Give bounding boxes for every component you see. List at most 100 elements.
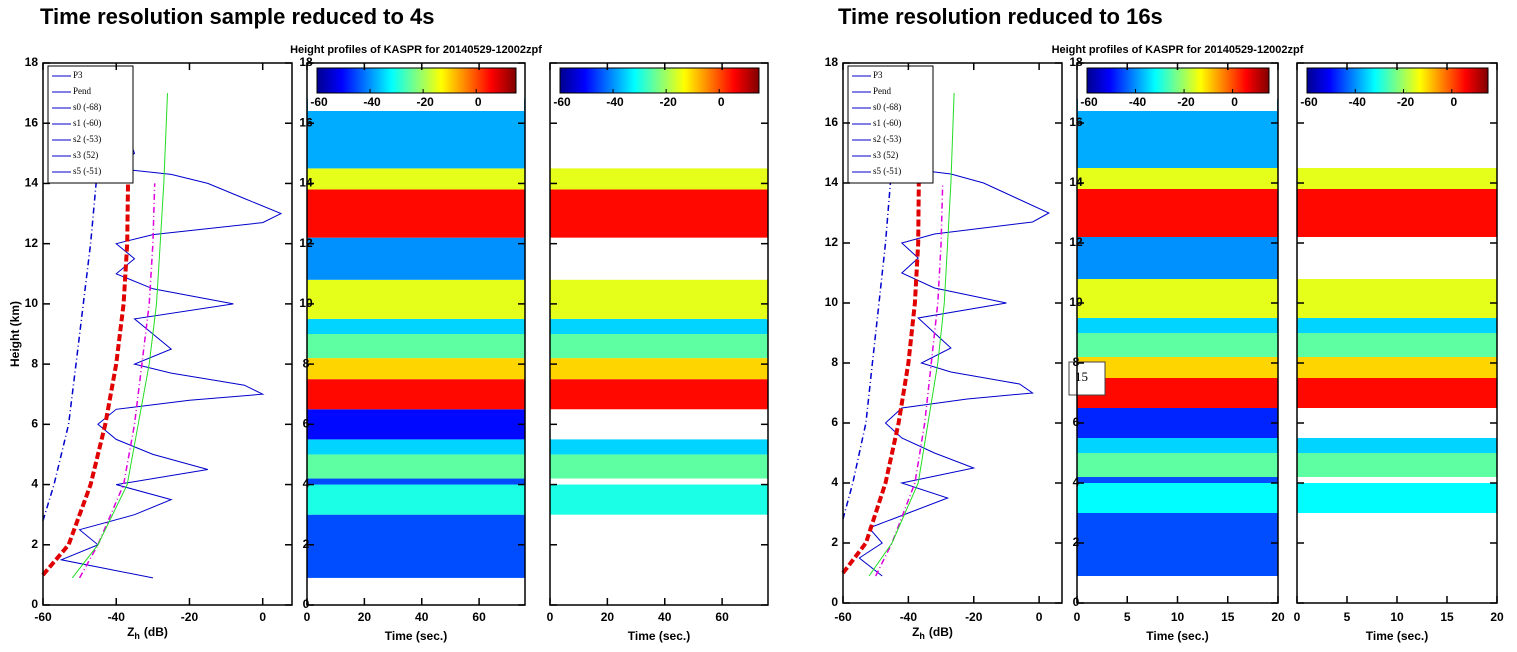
panel-heading: Time resolution sample reduced to 4s (40, 4, 435, 29)
chart-title: Height profiles of KASPR for 20140529-12… (1052, 44, 1304, 56)
y-tick-label: 14 (1069, 175, 1083, 189)
colorbar (1306, 67, 1489, 94)
y-tick-label: 14 (25, 176, 39, 190)
x-tick-label: -20 (181, 610, 199, 624)
y-tick-label: 14 (299, 176, 313, 190)
y-tick-label: 16 (25, 115, 39, 129)
y-tick-label: 16 (1069, 115, 1083, 129)
y-tick-label: 8 (31, 356, 38, 370)
heatmap-band (550, 189, 768, 238)
x-tick-label: 0 (1036, 610, 1043, 624)
y-tick-label: 12 (825, 235, 839, 249)
heatmap-band (307, 454, 525, 479)
x-tick-label: -20 (965, 610, 983, 624)
profile-line (841, 182, 921, 575)
heatmap-band (1077, 483, 1278, 513)
heatmap-band (1077, 333, 1278, 357)
colorbar-label-bg (551, 94, 767, 111)
x-axis-label: Time (sec.) (628, 629, 690, 643)
heatmap-band (1297, 279, 1497, 318)
x-tick-label: 10 (1171, 610, 1185, 624)
colorbar (316, 67, 517, 94)
heatmap-band (1297, 438, 1497, 453)
colorbar-tick-label: -40 (1349, 95, 1367, 109)
x-tick-label: 20 (1490, 610, 1504, 624)
legend: P3 Pend s0 (-68) s1 (-60) s2 (-53) s3 (52) s5 … (47, 65, 134, 184)
heatmap-band (307, 237, 525, 280)
x-tick-label: 15 (1221, 610, 1235, 624)
heatmap-band (550, 484, 768, 515)
x-tick-label: -60 (834, 610, 852, 624)
y-tick-label: 2 (31, 537, 38, 551)
heatmap-band (1297, 357, 1497, 378)
heatmap-band (307, 168, 525, 190)
colorbar-tick-label: 0 (1231, 95, 1238, 109)
x-axis-label-unit: (dB) (929, 625, 953, 639)
x-axis-label-sub: h (134, 631, 140, 641)
y-tick-label: 6 (1073, 415, 1080, 429)
legend-label: s2 (-53) (873, 134, 901, 144)
plot-frame (306, 62, 526, 606)
y-tick-label: 12 (299, 236, 313, 250)
heatmap-band (307, 318, 525, 334)
legend: P3 Pend s0 (-68) s1 (-60) s2 (-53) s3 (52) s5 … (847, 65, 934, 184)
annotation: 15 (1075, 369, 1088, 384)
profile-line (868, 92, 955, 577)
heatmap-band (1297, 333, 1497, 357)
heatmap-band (1077, 378, 1278, 408)
heatmap-band (1077, 237, 1278, 279)
x-tick-label: -40 (108, 610, 126, 624)
y-tick-label: 0 (303, 597, 310, 611)
y-tick-label: 10 (299, 296, 313, 310)
heatmap-band (307, 189, 525, 238)
x-tick-label: 20 (1271, 610, 1285, 624)
colorbar (559, 67, 760, 94)
colorbar-label-bg (1078, 94, 1277, 111)
heatmap-band (1077, 168, 1278, 189)
colorbar-tick-label: -20 (659, 95, 677, 109)
chart-title: Height profiles of KASPR for 20140529-12… (290, 44, 542, 56)
y-tick-label: 4 (1073, 475, 1080, 489)
x-tick-label: 40 (415, 610, 429, 624)
plot-frame (42, 62, 293, 606)
y-tick-label: 10 (1069, 295, 1083, 309)
y-tick-label: 2 (1073, 535, 1080, 549)
colorbar-tick-label: -60 (310, 95, 328, 109)
legend-box (47, 65, 134, 184)
x-axis-label: Time (sec.) (1366, 629, 1428, 643)
legend-label: s3 (52) (873, 150, 898, 160)
colorbar-tick-label: -60 (1080, 95, 1098, 109)
profile-line (875, 182, 944, 577)
colorbar-tick-label: -60 (1300, 95, 1318, 109)
y-tick-label: 18 (1069, 55, 1083, 69)
profile-line (71, 93, 168, 579)
y-tick-label: 18 (25, 55, 39, 69)
colorbar-tick-label: -40 (363, 95, 381, 109)
heatmap-band (307, 484, 525, 515)
legend-label: Pend (73, 86, 92, 96)
x-tick-label: 20 (358, 610, 372, 624)
x-axis-label-main: Z (127, 625, 134, 639)
heatmap-band (550, 279, 768, 319)
y-tick-label: 8 (831, 355, 838, 369)
legend-label: P3 (873, 70, 883, 80)
y-tick-label: 2 (831, 535, 838, 549)
x-tick-label: 60 (472, 610, 486, 624)
x-tick-label: 10 (1390, 610, 1404, 624)
x-tick-label: 5 (1124, 610, 1131, 624)
profile-line (42, 183, 97, 521)
heatmap-band (307, 279, 525, 319)
x-tick-label: -60 (34, 610, 52, 624)
x-tick-label: 0 (547, 610, 554, 624)
x-tick-label: 0 (304, 610, 311, 624)
y-tick-label: 6 (31, 417, 38, 431)
profile-line (41, 183, 130, 577)
legend-label: s5 (-51) (873, 166, 901, 176)
y-tick-label: 0 (1073, 595, 1080, 609)
y-tick-label: 16 (825, 115, 839, 129)
colorbar-label-bg (1298, 94, 1496, 111)
colorbar-tick-label: 0 (475, 95, 482, 109)
heatmap-band (1297, 318, 1497, 333)
heatmap-band (550, 454, 768, 479)
